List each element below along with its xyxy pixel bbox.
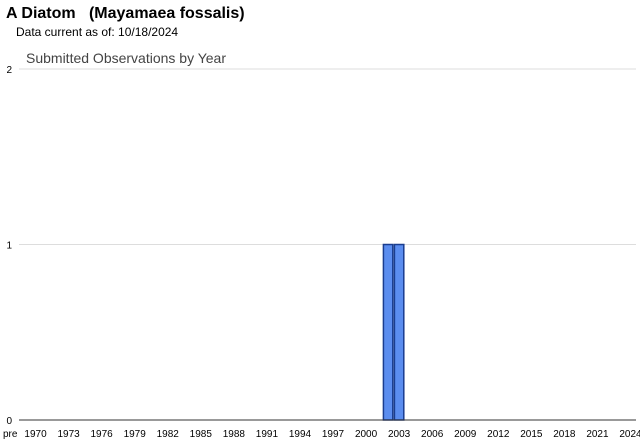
x-tick-label-2015: 2015 — [520, 429, 543, 440]
x-tick-label-1997: 1997 — [322, 429, 345, 440]
bar-2002[interactable] — [382, 243, 394, 421]
bar-2003[interactable] — [393, 243, 405, 421]
x-tick-label-2006: 2006 — [421, 429, 444, 440]
x-tick-label-1982: 1982 — [157, 429, 180, 440]
y-tick-label-1: 1 — [6, 241, 12, 252]
x-tick-label-2021: 2021 — [586, 429, 609, 440]
x-tick-label-2000: 2000 — [355, 429, 378, 440]
x-tick-label-pre: pre — [3, 429, 18, 440]
y-tick-label-0: 0 — [6, 416, 12, 427]
x-tick-label-2018: 2018 — [553, 429, 576, 440]
x-tick-label-2003: 2003 — [388, 429, 411, 440]
x-tick-label-2009: 2009 — [454, 429, 477, 440]
x-tick-label-1988: 1988 — [223, 429, 246, 440]
x-tick-label-2024: 2024 — [619, 429, 640, 440]
x-tick-label-1985: 1985 — [190, 429, 213, 440]
y-tick-label-2: 2 — [6, 65, 12, 76]
data-current-label: Data current as of: 10/18/2024 — [16, 25, 179, 39]
x-tick-label-1973: 1973 — [57, 429, 80, 440]
species-title: A Diatom (Mayamaea fossalis) — [6, 5, 245, 22]
x-tick-label-1991: 1991 — [256, 429, 279, 440]
chart-title: Submitted Observations by Year — [26, 50, 226, 66]
x-tick-label-1979: 1979 — [124, 429, 147, 440]
x-tick-label-1976: 1976 — [91, 429, 114, 440]
x-tick-label-2012: 2012 — [487, 429, 510, 440]
x-tick-label-1970: 1970 — [24, 429, 47, 440]
x-tick-label-1994: 1994 — [289, 429, 312, 440]
